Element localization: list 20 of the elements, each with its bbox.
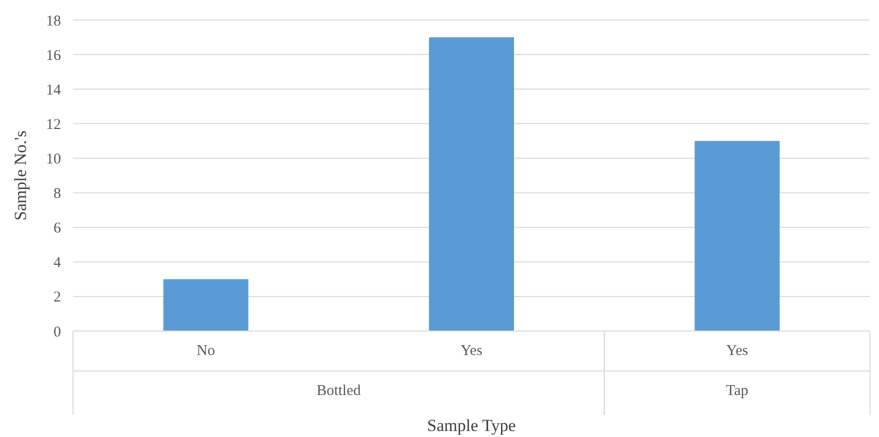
bar xyxy=(694,140,780,331)
y-tick-label: 0 xyxy=(54,324,61,340)
y-axis-title: Sample No.'s xyxy=(11,130,30,220)
y-tick-label: 8 xyxy=(54,186,61,202)
y-tick-label: 4 xyxy=(54,255,62,272)
y-tick-label: 10 xyxy=(46,151,61,168)
x-tick-label: No xyxy=(196,343,216,359)
text: Tap xyxy=(726,383,748,399)
y-tick-label: 14 xyxy=(46,82,62,98)
y-tick-label: 2 xyxy=(54,290,61,306)
y-tick-label: 12 xyxy=(46,116,61,133)
bar xyxy=(428,37,514,331)
y-tick-label: 16 xyxy=(46,48,62,64)
x-tick-label: Yes xyxy=(726,343,748,359)
x-axis-title: Sample Type xyxy=(427,416,516,435)
y-tick-label: 6 xyxy=(54,220,62,237)
text: Bottled xyxy=(316,383,362,399)
bar xyxy=(163,279,248,331)
x-tick-label: Yes xyxy=(460,343,483,359)
y-tick-label: 18 xyxy=(46,13,61,30)
